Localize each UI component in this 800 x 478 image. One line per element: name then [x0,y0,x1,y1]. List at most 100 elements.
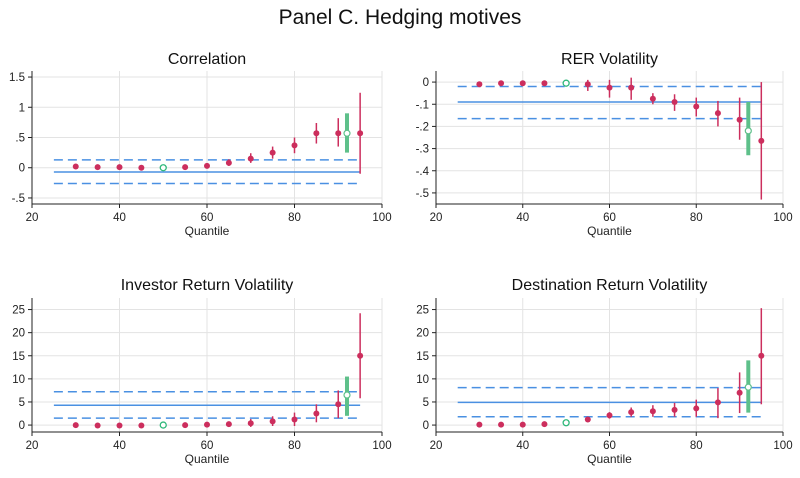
data-point [498,80,505,87]
y-tick-label: 25 [12,305,25,317]
chart-panel-3: Investor Return Volatility 0 5 10 15 20 25 20 40… [12,277,391,466]
data-point [247,420,254,427]
panel-title: Investor Return Volatility [121,277,294,294]
x-tick-label: 60 [201,440,214,452]
data-point [541,421,548,428]
data-point [758,137,765,144]
x-tick-label: 80 [288,212,301,224]
data-point [541,80,548,87]
summary-marker [744,383,752,391]
data-point [269,418,276,425]
x-tick-label: 40 [113,212,126,224]
data-point [671,99,678,106]
x-axis-label: Quantile [185,224,230,238]
data-point [94,164,101,171]
y-tick-label: -.1 [416,99,429,111]
y-tick-label: 0 [423,420,429,432]
panel-title: Destination Return Volatility [512,277,708,294]
y-tick-label: -.3 [416,144,429,156]
data-point [628,84,635,91]
x-tick-label: 40 [516,440,529,452]
data-point [204,421,210,428]
reference-point [159,421,167,429]
x-tick-label: 80 [288,440,301,452]
data-point [714,399,721,406]
x-tick-label: 60 [603,440,616,452]
data-point [116,422,123,429]
x-axis-label: Quantile [587,452,632,466]
x-tick-label: 20 [430,212,443,224]
y-tick-label: -.5 [416,188,429,200]
summary-marker [343,129,351,137]
x-tick-label: 80 [690,440,703,452]
x-tick-label: 20 [26,440,39,452]
data-point [693,405,700,412]
data-point [313,130,320,137]
chart-panel-2: RER Volatility 0 -.1 -.2 -.3 -.4 -.520 40 60 80 10… [416,51,793,238]
data-point [671,406,678,413]
y-tick-label: 1.5 [9,72,25,84]
data-point [72,163,79,170]
y-tick-label: 20 [12,328,25,340]
data-point [225,421,232,428]
x-tick-label: 100 [773,212,792,224]
data-point [498,421,505,428]
data-point [335,401,342,408]
data-point [693,103,700,110]
summary-marker [343,391,351,399]
data-point [714,110,721,117]
data-point [335,130,342,137]
data-point [628,409,635,416]
x-tick-label: 100 [773,440,792,452]
x-axis-label: Quantile [587,224,632,238]
data-point [182,422,189,429]
data-point [313,410,320,417]
data-point [269,149,276,156]
data-point [649,408,656,415]
data-point [606,412,613,419]
data-point [519,421,526,428]
data-point [138,422,145,429]
x-tick-label: 20 [26,212,39,224]
y-tick-label: 5 [19,397,25,409]
data-point [357,130,364,137]
y-tick-label: 0 [19,420,25,432]
x-tick-label: 60 [603,212,616,224]
y-tick-label: 1 [19,102,25,114]
y-tick-label: 0 [19,163,25,175]
figure-title: Panel C. Hedging motives [278,6,522,29]
reference-point [159,164,167,172]
data-point [247,155,254,162]
data-point [72,422,79,429]
y-tick-label: -.4 [416,166,430,178]
chart-panel-1: Correlation -.5 0 .5 1 1.5 20 40 60 80 100 Quantile [9,51,392,238]
data-point [519,80,526,87]
data-point [182,164,189,171]
panel-title: RER Volatility [561,51,658,68]
x-tick-label: 40 [516,212,529,224]
data-point [584,416,591,423]
y-tick-label: 0 [423,77,429,89]
x-tick-label: 80 [690,212,703,224]
reference-point [562,419,570,427]
summary-marker [744,127,752,135]
data-point [204,162,210,169]
data-point [291,416,298,423]
data-point [225,159,232,166]
data-point [476,421,483,428]
y-tick-label: .5 [15,133,25,145]
y-tick-label: -.2 [416,121,429,133]
x-tick-label: 60 [201,212,214,224]
data-point [736,389,743,396]
x-tick-label: 100 [372,212,391,224]
data-point [138,164,145,171]
x-axis-label: Quantile [185,452,230,466]
data-point [606,84,613,91]
y-tick-label: 15 [12,351,25,363]
data-point [649,95,656,102]
x-tick-label: 100 [372,440,391,452]
x-tick-label: 40 [113,440,126,452]
chart-panel-4: Destination Return Volatility 0 5 10 15 20 25 2… [416,277,792,466]
